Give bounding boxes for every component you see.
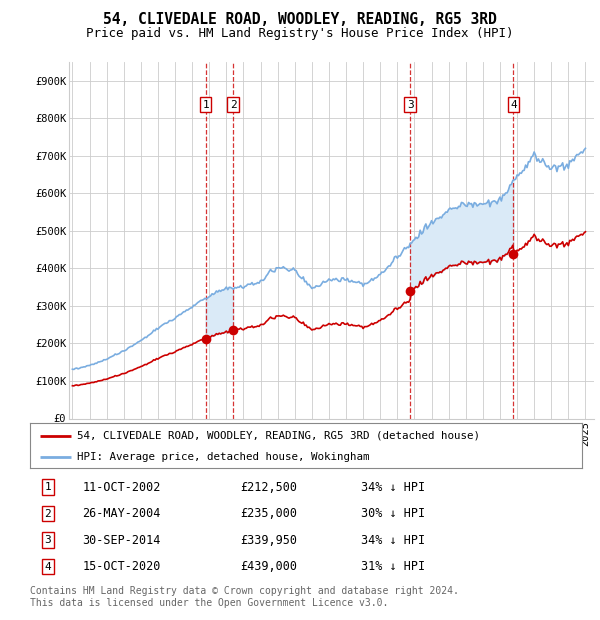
Text: 30-SEP-2014: 30-SEP-2014: [82, 534, 161, 547]
Text: 1: 1: [202, 100, 209, 110]
Text: 54, CLIVEDALE ROAD, WOODLEY, READING, RG5 3RD (detached house): 54, CLIVEDALE ROAD, WOODLEY, READING, RG…: [77, 430, 480, 441]
Text: 3: 3: [44, 535, 51, 545]
Text: 2: 2: [230, 100, 236, 110]
Text: 54, CLIVEDALE ROAD, WOODLEY, READING, RG5 3RD: 54, CLIVEDALE ROAD, WOODLEY, READING, RG…: [103, 12, 497, 27]
Text: HPI: Average price, detached house, Wokingham: HPI: Average price, detached house, Woki…: [77, 452, 370, 462]
Text: 11-OCT-2002: 11-OCT-2002: [82, 480, 161, 494]
Text: 26-MAY-2004: 26-MAY-2004: [82, 507, 161, 520]
Text: Contains HM Land Registry data © Crown copyright and database right 2024.
This d: Contains HM Land Registry data © Crown c…: [30, 586, 459, 608]
Text: 34% ↓ HPI: 34% ↓ HPI: [361, 480, 425, 494]
Text: 15-OCT-2020: 15-OCT-2020: [82, 560, 161, 573]
Text: 4: 4: [44, 562, 51, 572]
Text: 4: 4: [510, 100, 517, 110]
Text: £212,500: £212,500: [240, 480, 297, 494]
Text: Price paid vs. HM Land Registry's House Price Index (HPI): Price paid vs. HM Land Registry's House …: [86, 27, 514, 40]
Text: 30% ↓ HPI: 30% ↓ HPI: [361, 507, 425, 520]
Text: 34% ↓ HPI: 34% ↓ HPI: [361, 534, 425, 547]
Text: £439,000: £439,000: [240, 560, 297, 573]
Text: 1: 1: [44, 482, 51, 492]
Text: 2: 2: [44, 508, 51, 519]
Text: 31% ↓ HPI: 31% ↓ HPI: [361, 560, 425, 573]
Text: £339,950: £339,950: [240, 534, 297, 547]
Text: £235,000: £235,000: [240, 507, 297, 520]
Text: 3: 3: [407, 100, 413, 110]
